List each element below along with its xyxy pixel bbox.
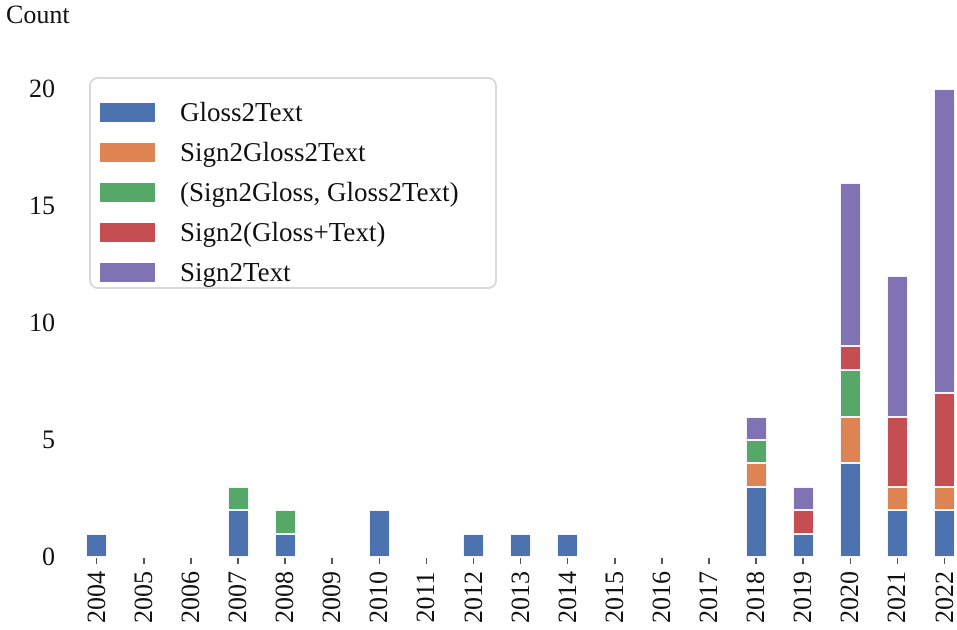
legend-items: Gloss2Text Sign2Gloss2Text (Sign2Gloss, Gl… xyxy=(100,92,495,292)
y-tick-label: 0 xyxy=(42,542,55,571)
bar-segment xyxy=(792,533,814,557)
x-tick-mark xyxy=(614,558,616,564)
x-tick-mark xyxy=(519,558,522,564)
legend-swatch xyxy=(100,182,155,202)
x-tick-label: 2020 xyxy=(835,571,865,623)
x-tick-mark xyxy=(849,558,852,564)
bar-segment xyxy=(792,486,814,511)
x-tick-mark xyxy=(661,558,663,564)
x-tick-mark xyxy=(472,558,475,564)
x-tick-label: 2009 xyxy=(317,571,347,623)
legend-swatch xyxy=(100,222,155,242)
bar-segment xyxy=(463,533,484,557)
x-tick-label: 2010 xyxy=(364,571,394,623)
legend-swatch xyxy=(100,142,155,162)
x-tick-mark xyxy=(190,558,192,564)
bar-segment xyxy=(886,510,908,557)
y-tick-label: 10 xyxy=(29,308,55,337)
bar-segment xyxy=(557,533,579,557)
bar-segment xyxy=(745,440,767,464)
x-tick-mark xyxy=(425,558,428,564)
legend-item: Sign2Gloss2Text xyxy=(100,132,495,172)
bar-segment xyxy=(274,533,296,557)
x-tick-label: 2005 xyxy=(128,571,158,623)
x-tick-label: 2014 xyxy=(552,571,582,623)
bar-segment xyxy=(368,510,390,557)
x-tick-label: 2008 xyxy=(270,571,300,623)
x-tick-label: 2016 xyxy=(646,571,676,623)
bar-segment xyxy=(934,486,955,511)
x-tick-label: 2018 xyxy=(741,571,771,623)
x-tick-mark xyxy=(896,558,899,564)
x-tick-mark xyxy=(708,558,710,564)
legend-box: Gloss2Text Sign2Gloss2Text (Sign2Gloss, Gl… xyxy=(89,77,497,289)
y-axis-title: Count xyxy=(6,0,70,29)
x-tick-mark xyxy=(237,558,239,564)
bar-segment xyxy=(792,510,814,534)
x-tick-label: 2004 xyxy=(81,571,111,623)
x-tick-mark xyxy=(566,558,569,564)
bar-segment xyxy=(510,533,532,557)
x-tick-label: 2021 xyxy=(882,571,912,623)
legend-label: Gloss2Text xyxy=(180,97,303,127)
bar-segment xyxy=(745,463,767,487)
x-tick-label: 2022 xyxy=(929,571,957,623)
bar-segment xyxy=(745,486,767,557)
bar-segment xyxy=(839,346,861,370)
x-tick-mark xyxy=(378,558,381,564)
y-tick-label: 15 xyxy=(29,191,55,220)
bar-segment xyxy=(227,486,249,511)
bar-segment xyxy=(227,510,249,557)
x-tick-label: 2007 xyxy=(223,571,252,623)
x-tick-label: 2012 xyxy=(458,571,488,623)
bar-segment xyxy=(934,393,955,487)
legend-swatch xyxy=(100,262,155,282)
legend-label: (Sign2Gloss, Gloss2Text) xyxy=(180,177,459,207)
bar-segment xyxy=(745,416,767,440)
bar-segment xyxy=(934,510,955,557)
x-tick-mark xyxy=(95,558,98,564)
legend-label: Sign2Text xyxy=(180,257,291,287)
x-tick-mark xyxy=(802,558,804,564)
x-tick-label: 2011 xyxy=(411,571,441,623)
bar-segment xyxy=(886,416,908,487)
legend-swatch xyxy=(100,102,155,122)
bar-segment xyxy=(839,416,861,464)
legend-item: Gloss2Text xyxy=(100,92,495,132)
y-tick-label: 20 xyxy=(29,74,55,103)
x-tick-mark xyxy=(143,558,145,564)
x-tick-label: 2013 xyxy=(505,571,535,623)
legend-item: (Sign2Gloss, Gloss2Text) xyxy=(100,172,495,212)
x-tick-mark xyxy=(284,558,286,564)
x-tick-label: 2017 xyxy=(694,571,723,623)
bar-segment xyxy=(839,182,861,347)
bar-segment xyxy=(886,486,908,511)
bar-segment xyxy=(86,533,108,557)
x-tick-mark xyxy=(755,558,757,564)
y-tick-label: 5 xyxy=(42,425,55,454)
legend-item: Sign2Text xyxy=(100,252,495,292)
bar-segment xyxy=(839,369,861,417)
x-tick-label: 2006 xyxy=(175,571,205,623)
x-tick-mark xyxy=(943,558,946,564)
x-tick-label: 2015 xyxy=(599,571,629,623)
x-tick-label: 2019 xyxy=(788,571,818,623)
bar-segment xyxy=(886,276,908,417)
legend-label: Sign2Gloss2Text xyxy=(180,137,366,167)
bar-segment xyxy=(839,463,861,557)
legend-item: Sign2(Gloss+Text) xyxy=(100,212,495,252)
bar-segment xyxy=(274,510,296,534)
bar-segment xyxy=(934,89,955,394)
legend-label: Sign2(Gloss+Text) xyxy=(180,217,386,247)
x-tick-mark xyxy=(331,558,333,564)
